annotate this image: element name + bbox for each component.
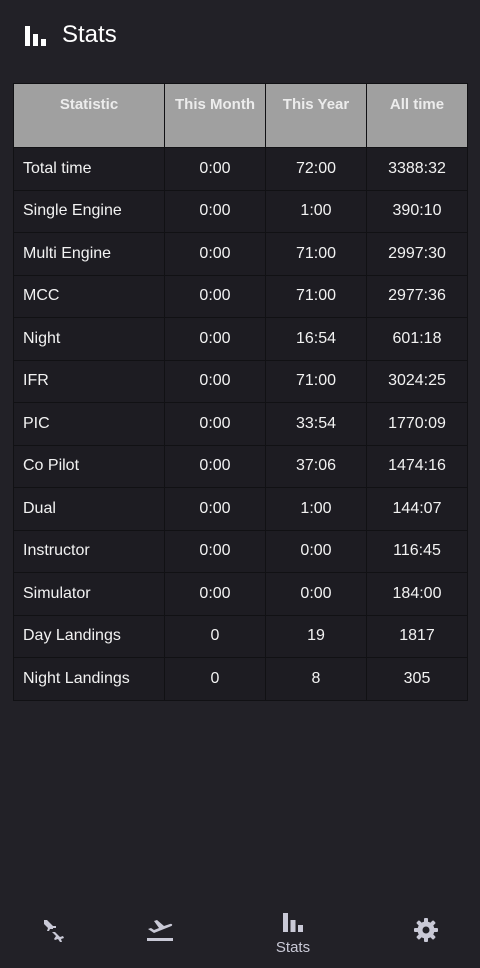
this-year-value: 0:00 xyxy=(265,529,367,573)
this-year-value: 0:00 xyxy=(265,572,367,616)
this-year-value: 1:00 xyxy=(265,189,367,233)
all-time-value: 116:45 xyxy=(366,529,468,573)
all-time-value: 1770:09 xyxy=(366,402,468,446)
airplanes-icon xyxy=(44,920,64,942)
nav-item-stats[interactable]: Stats xyxy=(245,896,341,968)
this-year-value: 8 xyxy=(265,657,367,701)
nav-item-flights[interactable] xyxy=(6,896,102,968)
nav-item-takeoff[interactable] xyxy=(112,896,208,968)
all-time-value: 3024:25 xyxy=(366,359,468,403)
row-label: PIC xyxy=(13,402,165,446)
column-header-statistic: Statistic xyxy=(13,83,165,148)
this-month-value: 0:00 xyxy=(164,444,266,488)
top-app-bar: Stats xyxy=(0,0,480,72)
row-label: Single Engine xyxy=(13,189,165,233)
this-year-value: 33:54 xyxy=(265,402,367,446)
nav-label-stats: Stats xyxy=(275,939,311,956)
table-row: IFR 0:00 71:00 3024:25 xyxy=(13,359,468,403)
row-label: Multi Engine xyxy=(13,232,165,276)
row-label: MCC xyxy=(13,274,165,318)
table-row: Night 0:00 16:54 601:18 xyxy=(13,317,468,361)
table-row: Total time 0:00 72:00 3388:32 xyxy=(13,147,468,191)
this-month-value: 0:00 xyxy=(164,232,266,276)
row-label: IFR xyxy=(13,359,165,403)
page-title: Stats xyxy=(62,21,117,48)
all-time-value: 2997:30 xyxy=(366,232,468,276)
stats-table: Statistic This Month This Year All time … xyxy=(13,83,468,701)
this-year-value: 16:54 xyxy=(265,317,367,361)
this-month-value: 0:00 xyxy=(164,147,266,191)
this-month-value: 0:00 xyxy=(164,274,266,318)
gear-icon xyxy=(414,918,438,942)
this-month-value: 0:00 xyxy=(164,402,266,446)
row-label: Total time xyxy=(13,147,165,191)
row-label: Simulator xyxy=(13,572,165,616)
table-row: Simulator 0:00 0:00 184:00 xyxy=(13,572,468,616)
this-month-value: 0:00 xyxy=(164,572,266,616)
this-month-value: 0:00 xyxy=(164,359,266,403)
table-row: Co Pilot 0:00 37:06 1474:16 xyxy=(13,444,468,488)
bar-chart-icon xyxy=(25,26,46,46)
this-year-value: 19 xyxy=(265,614,367,658)
row-label: Night xyxy=(13,317,165,361)
table-row: Day Landings 0 19 1817 xyxy=(13,614,468,658)
this-month-value: 0 xyxy=(164,614,266,658)
all-time-value: 1817 xyxy=(366,614,468,658)
this-year-value: 1:00 xyxy=(265,487,367,531)
column-header-all-time: All time xyxy=(366,83,468,148)
row-label: Instructor xyxy=(13,529,165,573)
row-label: Co Pilot xyxy=(13,444,165,488)
table-row: Night Landings 0 8 305 xyxy=(13,657,468,701)
table-row: MCC 0:00 71:00 2977:36 xyxy=(13,274,468,318)
this-year-value: 71:00 xyxy=(265,232,367,276)
table-row: Single Engine 0:00 1:00 390:10 xyxy=(13,189,468,233)
row-label: Day Landings xyxy=(13,614,165,658)
this-year-value: 71:00 xyxy=(265,359,367,403)
all-time-value: 144:07 xyxy=(366,487,468,531)
bar-chart-icon xyxy=(283,913,303,932)
this-month-value: 0:00 xyxy=(164,189,266,233)
this-year-value: 37:06 xyxy=(265,444,367,488)
this-month-value: 0:00 xyxy=(164,487,266,531)
all-time-value: 184:00 xyxy=(366,572,468,616)
this-month-value: 0:00 xyxy=(164,529,266,573)
all-time-value: 3388:32 xyxy=(366,147,468,191)
airplane-takeoff-icon xyxy=(147,920,173,941)
table-row: Dual 0:00 1:00 144:07 xyxy=(13,487,468,531)
all-time-value: 2977:36 xyxy=(366,274,468,318)
this-year-value: 72:00 xyxy=(265,147,367,191)
all-time-value: 1474:16 xyxy=(366,444,468,488)
table-row: Multi Engine 0:00 71:00 2997:30 xyxy=(13,232,468,276)
column-header-this-month: This Month xyxy=(164,83,266,148)
column-header-this-year: This Year xyxy=(265,83,367,148)
nav-item-settings[interactable] xyxy=(378,896,474,968)
table-header-row: Statistic This Month This Year All time xyxy=(13,83,468,148)
all-time-value: 601:18 xyxy=(366,317,468,361)
row-label: Night Landings xyxy=(13,657,165,701)
row-label: Dual xyxy=(13,487,165,531)
all-time-value: 390:10 xyxy=(366,189,468,233)
this-month-value: 0 xyxy=(164,657,266,701)
this-month-value: 0:00 xyxy=(164,317,266,361)
bottom-navigation: Stats xyxy=(0,896,480,968)
table-row: Instructor 0:00 0:00 116:45 xyxy=(13,529,468,573)
table-row: PIC 0:00 33:54 1770:09 xyxy=(13,402,468,446)
this-year-value: 71:00 xyxy=(265,274,367,318)
all-time-value: 305 xyxy=(366,657,468,701)
